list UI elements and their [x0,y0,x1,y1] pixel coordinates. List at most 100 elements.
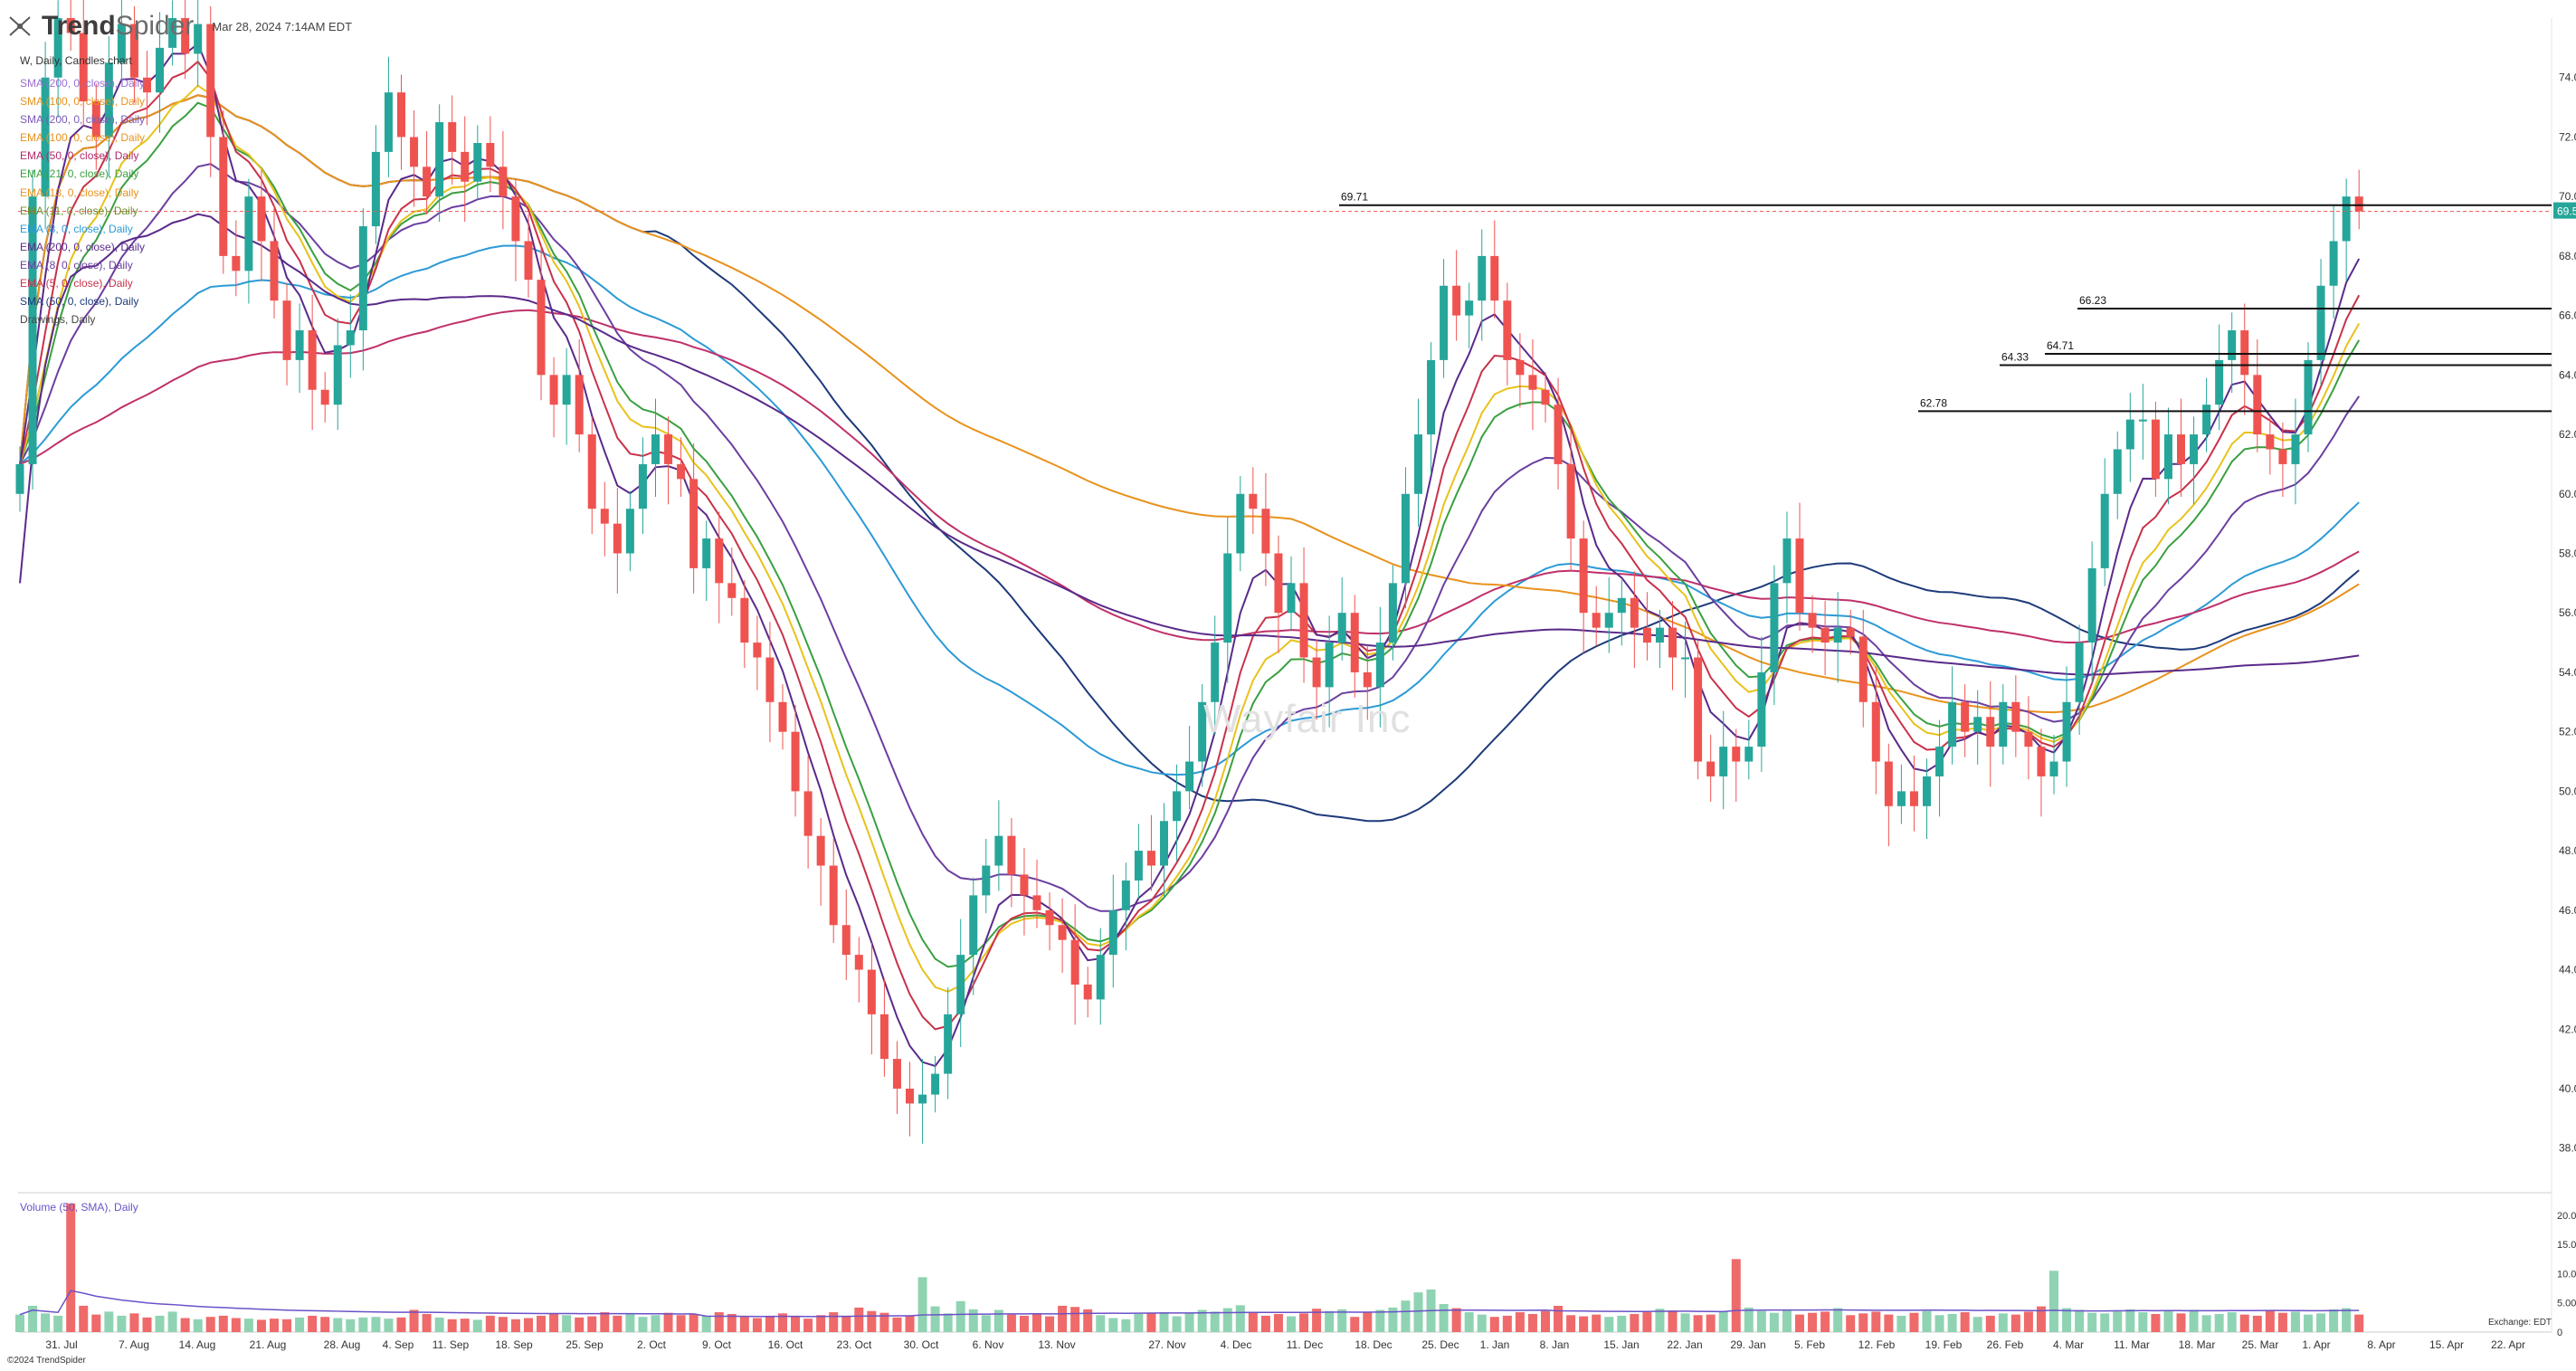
volume-bar [358,1317,368,1332]
trendspider-logo-icon [9,16,31,36]
y-tick-label: 56.00 [2559,606,2576,619]
candle [715,538,724,584]
candle [2266,434,2275,450]
volume-bar [498,1317,508,1332]
volume-bar [1846,1315,1856,1332]
candle [600,509,609,524]
volume-bar [1706,1314,1716,1332]
volume-bar [575,1317,585,1332]
volume-bar [2277,1312,2287,1332]
volume-bar [142,1317,152,1332]
legend-item[interactable]: EMA (21, 0, close), Daily [20,167,139,181]
volume-bar [1592,1314,1602,1332]
volume-bar [243,1319,253,1332]
candle [2151,419,2160,480]
candle [2278,449,2287,464]
candle [1808,613,1817,628]
candle [2240,330,2249,376]
candle [181,18,190,54]
volume-bar [1884,1314,1894,1332]
volume-bar [346,1319,356,1332]
level-label: 62.78 [1920,396,1947,409]
chart-subtitle: W, Daily, Candles chart [20,54,132,67]
candle [371,151,380,227]
volume-bar [79,1305,89,1332]
candle [2011,701,2020,732]
candle [410,137,419,167]
volume-bar [1782,1309,1792,1332]
volume-bar [1363,1312,1373,1332]
volume-bar [1718,1310,1728,1332]
legend-item[interactable]: EMA (8, 0, close), Daily [20,258,133,271]
volume-bar [2252,1315,2262,1332]
volume-bar [2354,1314,2364,1332]
volume-bar [1617,1315,1627,1332]
x-tick-label: 4. Mar [2053,1338,2084,1351]
volume-bar [1477,1314,1487,1332]
volume-bar [537,1315,547,1332]
volume-bar [422,1313,432,1332]
x-tick-label: 4. Dec [1221,1338,1252,1351]
volume-bar [2062,1308,2072,1332]
legend-item[interactable]: EMA (50, 0, close), Daily [20,149,139,163]
x-tick-label: 23. Oct [837,1338,872,1351]
candle [1757,671,1766,747]
candle [1185,761,1194,792]
volume-bar [2125,1309,2135,1332]
volume-bar [320,1317,330,1332]
volume-bar [41,1313,51,1332]
volume-bar [892,1317,902,1332]
volume-bar [472,1319,482,1332]
legend-item[interactable]: EMA (13, 0, close), Daily [20,186,139,199]
ema-11-line [19,84,2361,993]
volume-bar [1693,1315,1703,1332]
legend-item[interactable]: EMA (5, 0, close), Daily [20,277,133,290]
legend-item[interactable]: SMA (200, 0, close), Daily [20,113,146,127]
volume-bar [205,1317,215,1332]
candle [1732,747,1741,762]
x-tick-label: 15. Apr [2429,1338,2464,1351]
level-label: 64.71 [2047,339,2074,352]
candle [1566,463,1575,539]
candle [1452,285,1461,316]
candle [829,865,838,926]
candle [143,77,151,93]
candle [1948,701,1957,747]
candle [689,479,699,568]
volume-bar [167,1311,177,1332]
candle [1363,671,1372,688]
volume-bar [1375,1309,1385,1332]
candle [562,375,571,405]
legend-item[interactable]: EMA (11, 0, close), Daily [20,204,138,217]
candle [778,701,787,732]
volume-bar [1731,1259,1741,1332]
candle [1211,643,1220,702]
volume-bar [485,1315,495,1332]
x-tick-label: 15. Jan [1603,1338,1639,1351]
sma-100-line [19,94,2360,714]
legend-item[interactable]: SMA (100, 0, close), Daily [20,95,146,109]
volume-bar [1337,1309,1347,1332]
legend-item[interactable]: SMA (50, 0, close), Daily [20,295,139,309]
volume-bar [1909,1312,1919,1332]
volume-bar [2239,1314,2249,1332]
candle [1020,874,1029,896]
volume-bar [1604,1317,1614,1332]
y-tick-label: 54.00 [2559,666,2576,679]
volume-bar [1172,1316,1182,1332]
volume-bar [2151,1313,2161,1332]
legend-item[interactable]: SMA (200, 0, close), Daily [20,77,146,90]
legend-item[interactable]: EMA (100, 0, close), Daily [20,131,146,145]
legend-item[interactable]: EMA (8, 0, close), Daily [20,222,133,235]
volume-bar [91,1314,101,1332]
legend-item[interactable]: EMA (200, 0, close), Daily [20,240,146,253]
legend-item[interactable]: Drawings, Daily [20,313,96,327]
candle [1833,627,1842,643]
volume-bar [613,1315,623,1332]
candle [1516,359,1525,376]
candle [638,463,647,509]
level-label: 69.71 [1341,191,1368,204]
candle [1223,553,1232,643]
candle [1440,285,1449,360]
